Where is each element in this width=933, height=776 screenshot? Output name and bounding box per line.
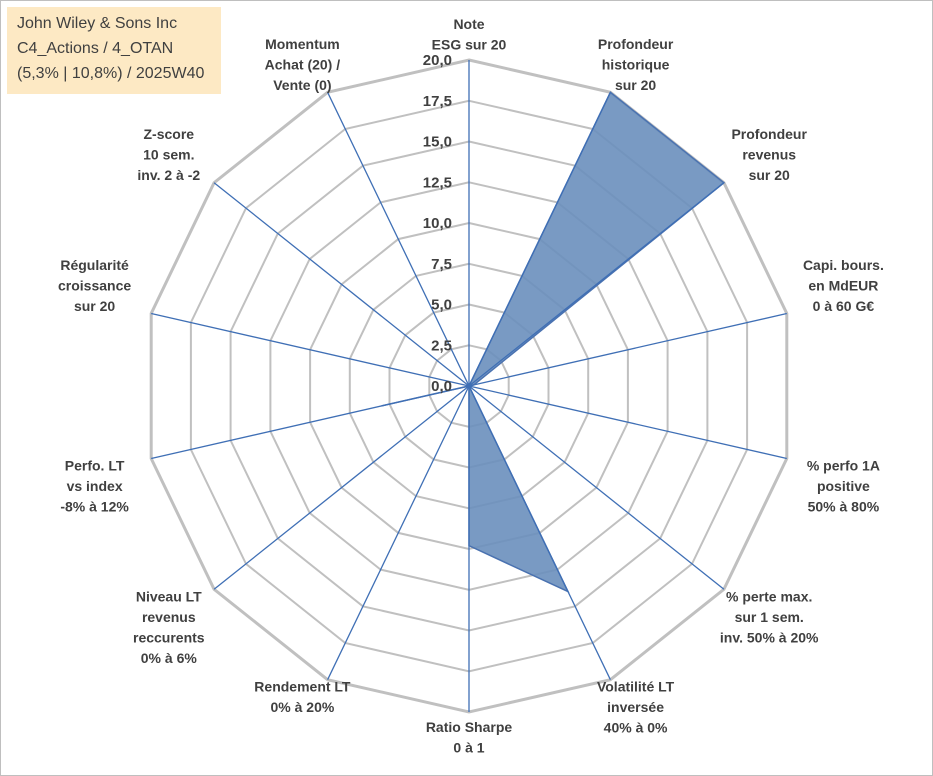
tick-label-7: 17,5 xyxy=(423,93,452,110)
spoke-4 xyxy=(468,385,787,460)
spoke-13 xyxy=(327,92,470,387)
axis-label-4: % perfo 1A positive 50% à 80% xyxy=(807,458,880,515)
axis-label-7: Ratio Sharpe 0 à 1 xyxy=(426,719,513,756)
spoke-9 xyxy=(213,385,470,590)
tick-label-3: 7,5 xyxy=(431,256,452,273)
tick-label-6: 15,0 xyxy=(423,134,452,151)
axis-label-3: Capi. bours. en MdEUR 0 à 60 G€ xyxy=(803,257,884,314)
chart-title-box: John Wiley & Sons Inc C4_Actions / 4_OTA… xyxy=(7,7,221,94)
spoke-2 xyxy=(468,182,725,387)
radar-spokes xyxy=(151,60,787,712)
axis-label-12: Z-score 10 sem. inv. 2 à -2 xyxy=(137,126,200,183)
axis-label-6: Volatilité LT inversée 40% à 0% xyxy=(597,679,675,736)
radar-axis-labels: Note ESG sur 20 Profondeur historique sur 20… xyxy=(58,16,884,756)
axis-label-13: Momentum Achat (20) / Vente (0) xyxy=(265,36,341,93)
axis-label-11: Régularité croissance sur 20 xyxy=(58,257,131,314)
title-line-2: C4_Actions / 4_OTAN xyxy=(17,40,174,57)
tick-label-8: 20,0 xyxy=(423,52,452,69)
spoke-12 xyxy=(213,182,470,387)
spoke-8 xyxy=(327,385,470,680)
tick-label-2: 5,0 xyxy=(431,297,452,314)
spoke-1 xyxy=(468,92,611,387)
axis-label-5: % perte max. sur 1 sem. inv. 50% à 20% xyxy=(720,588,819,645)
spoke-6 xyxy=(468,385,611,680)
radar-tick-labels: 0,0 2,5 5,0 7,5 10,0 12,5 15,0 17,5 20,0 xyxy=(423,52,452,395)
spoke-11 xyxy=(151,312,470,387)
tick-label-5: 12,5 xyxy=(423,174,452,191)
spoke-3 xyxy=(468,312,787,387)
axis-label-10: Perfo. LT vs index -8% à 12% xyxy=(60,458,129,515)
spoke-5 xyxy=(468,385,725,590)
tick-label-0: 0,0 xyxy=(431,378,452,395)
title-line-1: John Wiley & Sons Inc xyxy=(17,15,178,32)
axis-label-2: Profondeur revenus sur 20 xyxy=(731,126,807,183)
tick-label-1: 2,5 xyxy=(431,337,452,354)
axis-label-0: Note ESG sur 20 xyxy=(432,16,507,53)
axis-label-9: Niveau LT revenus reccurents 0% à 6% xyxy=(133,588,205,666)
axis-label-8: Rendement LT 0% à 20% xyxy=(254,679,351,716)
spoke-10 xyxy=(151,385,470,460)
axis-label-1: Profondeur historique sur 20 xyxy=(598,36,674,93)
tick-label-4: 10,0 xyxy=(423,215,452,232)
title-line-3: (5,3% | 10,8%) / 2025W40 xyxy=(17,65,205,82)
